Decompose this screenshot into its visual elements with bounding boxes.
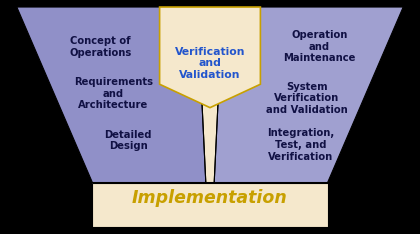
Text: Integration,
Test, and
Verification: Integration, Test, and Verification <box>267 128 334 162</box>
Polygon shape <box>214 7 403 183</box>
Text: Verification
and
Validation: Verification and Validation <box>175 47 245 80</box>
Text: Detailed
Design: Detailed Design <box>104 130 152 151</box>
Polygon shape <box>197 7 223 183</box>
Text: Requirements
and
Architecture: Requirements and Architecture <box>74 77 153 110</box>
Polygon shape <box>17 7 206 183</box>
Text: Operation
and
Maintenance: Operation and Maintenance <box>283 30 355 63</box>
Text: System
Verification
and Validation: System Verification and Validation <box>266 82 347 115</box>
Text: Implementation: Implementation <box>132 189 288 207</box>
Polygon shape <box>160 7 260 108</box>
Polygon shape <box>92 183 328 227</box>
Text: Concept of
Operations: Concept of Operations <box>70 36 132 58</box>
